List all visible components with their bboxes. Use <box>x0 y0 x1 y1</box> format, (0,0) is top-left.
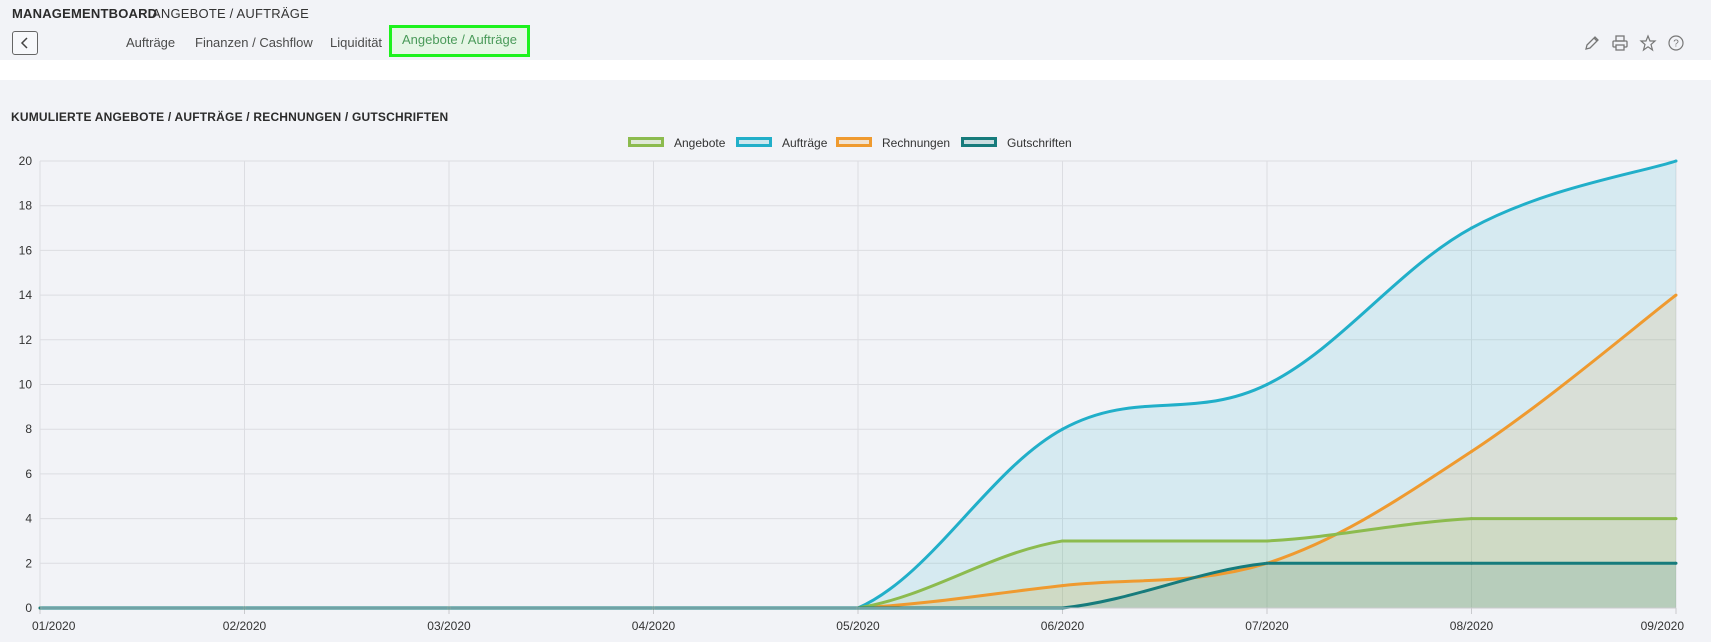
data-point-angebote[interactable] <box>1061 539 1064 543</box>
data-point-rechnungen[interactable] <box>1674 293 1678 297</box>
data-point-gutschriften[interactable] <box>1265 561 1269 565</box>
data-point-auftrge[interactable] <box>1265 383 1269 386</box>
content-separator <box>0 60 1711 80</box>
data-point-auftrge[interactable] <box>1470 226 1473 230</box>
y-tick-label: 8 <box>25 422 32 436</box>
top-bar: MANAGEMENTBOARD ANGEBOTE / AUFTRÄGE Auft… <box>0 0 1711 60</box>
legend-label: Angebote <box>674 136 726 150</box>
pencil-icon[interactable] <box>1583 34 1601 52</box>
data-point-gutschriften[interactable] <box>1674 561 1678 565</box>
tab-finanzen-cashflow[interactable]: Finanzen / Cashflow <box>195 35 313 50</box>
y-tick-label: 20 <box>19 154 33 168</box>
help-icon[interactable]: ? <box>1667 34 1685 52</box>
app-title: MANAGEMENTBOARD <box>12 6 158 21</box>
legend-swatch-gutschriften <box>961 137 997 147</box>
x-tick-label: 09/2020 <box>1641 619 1685 633</box>
area-fill-angebote <box>40 518 1676 608</box>
tab-liquiditaet[interactable]: Liquidität <box>330 35 383 50</box>
data-point-angebote[interactable] <box>1470 517 1473 521</box>
data-point-angebote[interactable] <box>1674 517 1678 521</box>
x-tick-label: 07/2020 <box>1245 619 1289 633</box>
toolbar: ? <box>1581 34 1701 54</box>
area-fill-auftrge <box>40 161 1676 608</box>
breadcrumb: ANGEBOTE / AUFTRÄGE <box>152 6 309 21</box>
data-point-rechnungen[interactable] <box>1470 450 1473 454</box>
data-point-rechnungen[interactable] <box>1061 584 1064 588</box>
y-tick-label: 18 <box>19 199 33 213</box>
y-tick-label: 6 <box>25 467 32 481</box>
legend-label: Gutschriften <box>1007 136 1072 150</box>
legend-swatch-rechnungen <box>836 137 872 147</box>
legend-swatch-angebote <box>628 137 664 147</box>
area-fill-gutschriften <box>40 563 1676 608</box>
legend-label: Aufträge <box>782 136 828 150</box>
x-tick-label: 05/2020 <box>836 619 880 633</box>
tab-auftraege[interactable]: Aufträge <box>126 35 176 50</box>
data-point-angebote[interactable] <box>1265 539 1269 543</box>
x-tick-label: 06/2020 <box>1041 619 1085 633</box>
data-point-gutschriften[interactable] <box>1470 561 1473 565</box>
x-tick-label: 01/2020 <box>32 619 76 633</box>
x-tick-label: 04/2020 <box>632 619 676 633</box>
y-tick-label: 14 <box>19 288 33 302</box>
legend-swatch-auftraege <box>736 137 772 147</box>
data-point-auftrge[interactable] <box>1061 427 1064 431</box>
svg-text:?: ? <box>1673 39 1679 50</box>
y-tick-label: 2 <box>25 556 32 570</box>
chevron-left-icon <box>20 37 28 49</box>
y-tick-label: 16 <box>19 243 33 257</box>
tab-angebote-auftraege[interactable]: Angebote / Aufträge <box>389 25 530 57</box>
y-tick-label: 10 <box>19 378 33 392</box>
y-tick-label: 12 <box>19 333 33 347</box>
x-tick-label: 02/2020 <box>223 619 267 633</box>
x-tick-label: 03/2020 <box>427 619 471 633</box>
y-tick-label: 4 <box>25 512 32 526</box>
chart-title: KUMULIERTE ANGEBOTE / AUFTRÄGE / RECHNUN… <box>11 110 449 124</box>
back-button[interactable] <box>12 31 38 55</box>
y-tick-label: 0 <box>25 601 32 615</box>
data-point-auftrge[interactable] <box>1674 159 1678 163</box>
area-fill-rechnungen <box>40 295 1676 608</box>
printer-icon[interactable] <box>1611 34 1629 52</box>
area-chart: 0 2 4 6 8 10 12 14 16 18 20 01/2020 02/2020 03/2020 04… <box>19 154 1685 633</box>
x-tick-label: 08/2020 <box>1450 619 1494 633</box>
star-icon[interactable] <box>1639 34 1657 52</box>
legend-label: Rechnungen <box>882 136 951 150</box>
